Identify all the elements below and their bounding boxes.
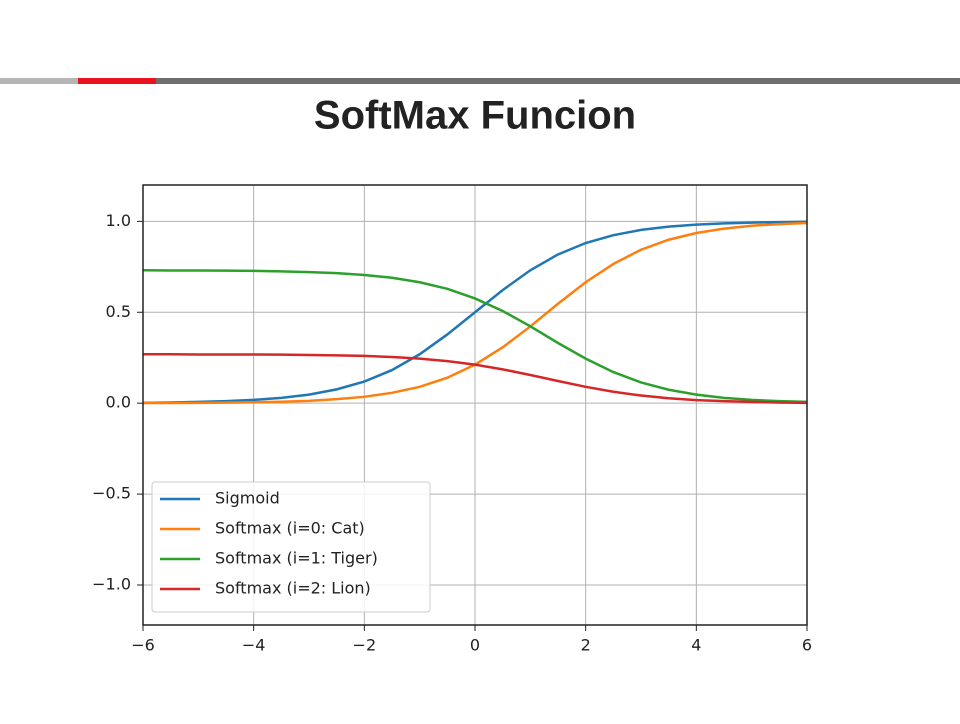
legend-label: Softmax (i=1: Tiger) — [215, 549, 378, 568]
chart-title: SoftMax Funcion — [314, 94, 636, 138]
y-tick-label: 0.0 — [106, 393, 131, 412]
y-tick-label: −0.5 — [92, 484, 131, 503]
legend-label: Sigmoid — [215, 489, 280, 508]
x-tick-label: 6 — [802, 636, 812, 655]
x-tick-label: −6 — [131, 636, 155, 655]
header-bar-accent — [78, 78, 156, 84]
y-tick-label: −1.0 — [92, 575, 131, 594]
x-tick-label: 0 — [470, 636, 480, 655]
y-tick-label: 1.0 — [106, 211, 131, 230]
y-tick-label: 0.5 — [106, 302, 131, 321]
series-line — [143, 353, 808, 405]
legend-box — [151, 481, 431, 613]
header-bar-right — [156, 78, 960, 84]
x-tick-label: −2 — [353, 636, 377, 655]
x-tick-label: 4 — [691, 636, 701, 655]
plot-frame — [142, 184, 808, 626]
series-line — [142, 220, 808, 405]
legend-label: Softmax (i=2: Lion) — [215, 579, 371, 598]
plot: −6 −4 −2 0 2 4 6 −1.0 −0.5 0.0 0.5 1.0 Sigmoid Softma… — [92, 184, 812, 655]
series-line — [142, 269, 808, 404]
header-bar-left — [0, 78, 78, 84]
x-tick-label: 2 — [581, 636, 591, 655]
x-tick-label: −4 — [242, 636, 266, 655]
legend-label: Softmax (i=0: Cat) — [215, 519, 365, 538]
